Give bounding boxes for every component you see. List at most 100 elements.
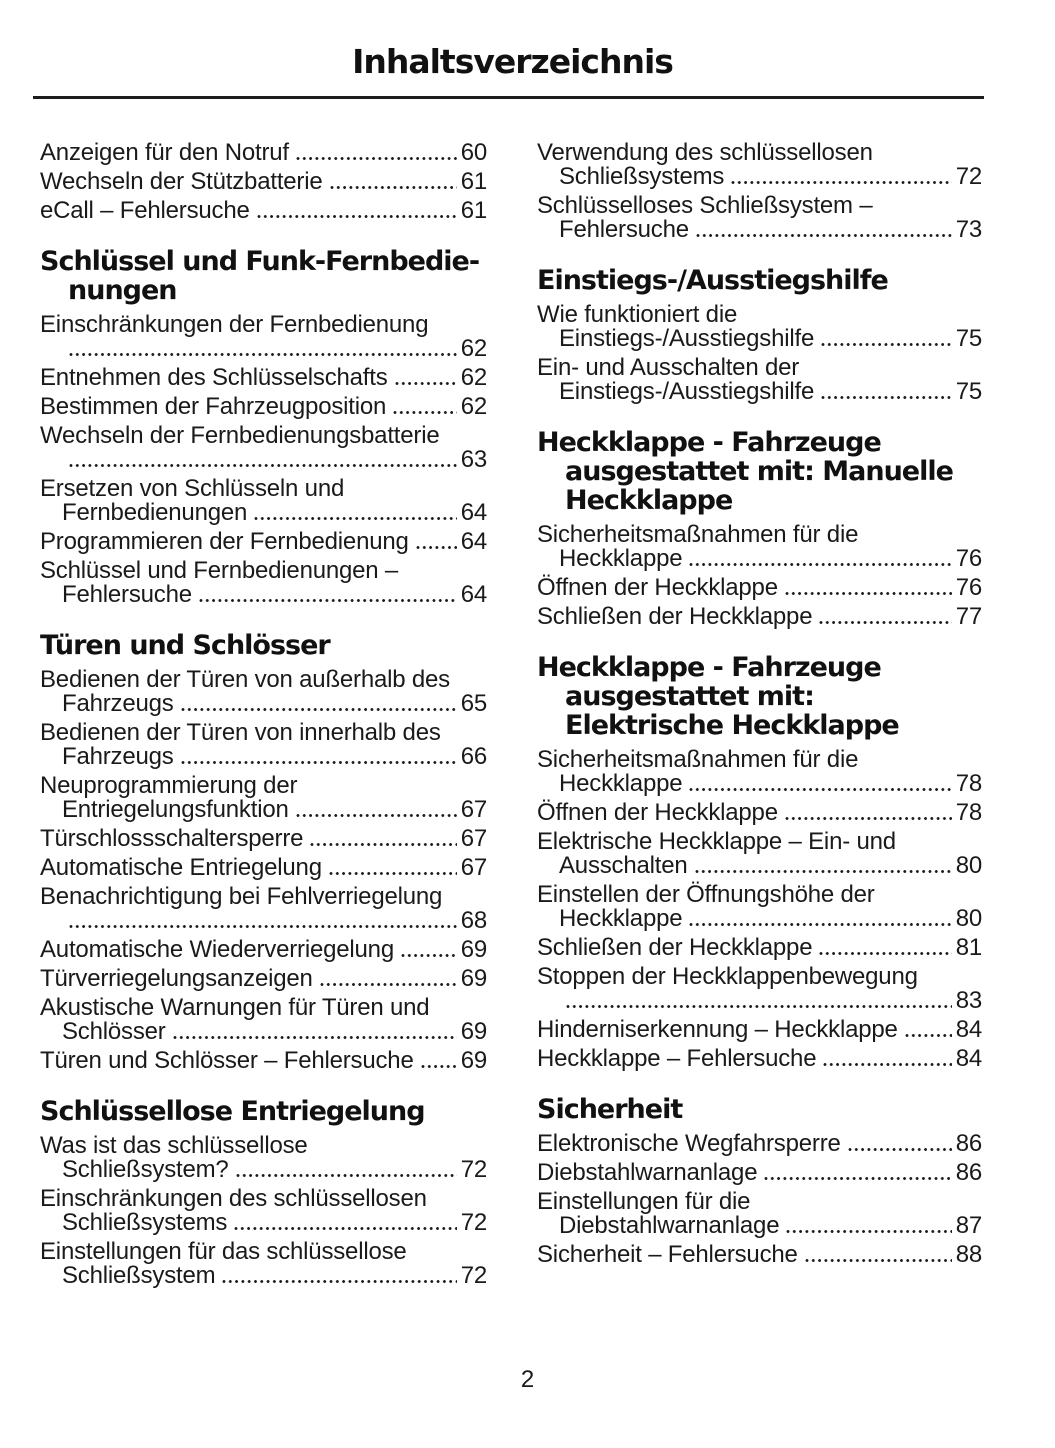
page-number: 67	[460, 825, 487, 852]
toc-entry-row: Hinderniserkennung – Heckklappe 84	[537, 1018, 982, 1042]
toc-entry-row: Elektronische Wegfahrsperre 86	[537, 1132, 982, 1156]
dot-leader	[400, 952, 457, 959]
toc-entry: Sicherheit – Fehlersuche 88	[537, 1243, 982, 1267]
toc-entry: Bestimmen der Fahrzeugposition 62	[40, 395, 487, 419]
toc-entry: Was ist das schlüssellose Schließsystem? 7…	[40, 1134, 487, 1182]
page-number: 69	[460, 965, 487, 992]
toc-entry-row: Schlösser 69	[62, 1020, 487, 1044]
section-heading-line: Einstiegs-/Ausstiegshilfe	[537, 265, 889, 296]
toc-entry-line: Akustische Warnungen für Türen und	[40, 994, 430, 1021]
toc-entry-row: Fehlersuche 64	[62, 583, 487, 607]
toc-entry-line: Verwendung des schlüssellosen	[537, 139, 873, 166]
dot-leader	[904, 1032, 952, 1039]
toc-entry-text: Heckklappe	[559, 905, 683, 932]
toc-entry-text: Einstiegs-/Ausstiegshilfe	[559, 378, 815, 405]
dot-leader	[420, 1063, 457, 1070]
toc-entry-text: Öffnen der Heckklappe	[537, 799, 778, 826]
toc-entry-text: Heckklappe – Fehlersuche	[537, 1045, 817, 1072]
dot-leader	[69, 351, 457, 358]
dot-leader	[804, 1257, 952, 1264]
toc-entry-text: Fahrzeugs	[62, 690, 174, 717]
dot-leader	[180, 706, 457, 713]
page-number: 77	[955, 603, 982, 630]
toc-entry-text: Anzeigen für den Notruf	[40, 139, 289, 166]
page-number: 72	[460, 1262, 487, 1289]
toc-column: Verwendung des schlüssellosen Schließsyst…	[537, 141, 982, 1293]
toc-entry-text: Bestimmen der Fahrzeugposition	[40, 393, 387, 420]
toc-entry-text: Automatische Entriegelung	[40, 854, 322, 881]
toc-entry-row: Schließsystem? 72	[62, 1158, 487, 1182]
dot-leader	[295, 812, 457, 819]
dot-leader	[819, 619, 952, 626]
section-heading-line: Türen und Schlösser	[40, 630, 331, 661]
toc-entry: Schließen der Heckklappe 77	[537, 605, 982, 629]
toc-entry-text: Türen und Schlösser – Fehlersuche	[40, 1047, 414, 1074]
toc-entry-row: Fehlersuche 73	[559, 218, 982, 242]
page-number: 67	[460, 854, 487, 881]
page-number: 84	[955, 1016, 982, 1043]
dot-leader	[566, 1003, 952, 1010]
toc-entry-row: Entnehmen des Schlüsselschafts 62	[40, 366, 487, 390]
page-number: 67	[460, 796, 487, 823]
dot-leader	[329, 184, 457, 191]
toc-columns: Anzeigen für den Notruf 60 Wechseln der St…	[40, 141, 982, 1293]
toc-entry: Ersetzen von Schlüsseln und Fernbedienung…	[40, 477, 487, 525]
dot-leader	[69, 462, 457, 469]
toc-entry-row: Fernbedienungen 64	[62, 501, 487, 525]
page-number: 87	[955, 1212, 982, 1239]
page-number: 75	[955, 378, 982, 405]
dot-leader	[689, 786, 952, 793]
section-heading-line: Elektrische Heckklappe	[565, 710, 900, 741]
toc-entry: Stoppen der Heckklappenbewegung 83	[537, 965, 982, 1013]
section-heading-line: ausgestattet mit:	[565, 681, 815, 712]
toc-entry-line: Wechseln der Fernbedienungsbatterie	[40, 422, 440, 449]
toc-entry-row: Wechseln der Stützbatterie 61	[40, 170, 487, 194]
dot-leader	[764, 1175, 952, 1182]
toc-entry: Einschränkungen des schlüssellosen Schlie…	[40, 1187, 487, 1235]
dot-leader	[172, 1034, 457, 1041]
toc-column: Anzeigen für den Notruf 60 Wechseln der St…	[40, 141, 487, 1293]
dot-leader	[823, 1061, 952, 1068]
section-heading-line: Heckklappe - Fahrzeuge	[537, 427, 882, 458]
dot-leader	[310, 841, 457, 848]
section-heading-line: nungen	[68, 275, 178, 306]
toc-entry-row: Schließsystems 72	[559, 165, 982, 189]
toc-entry-text: Einstiegs-/Ausstiegshilfe	[559, 325, 815, 352]
dot-leader	[393, 409, 457, 416]
section-heading-line: Heckklappe	[565, 485, 733, 516]
page-number: 62	[460, 335, 487, 362]
toc-entry-row: Einstiegs-/Ausstiegshilfe 75	[559, 327, 982, 351]
toc-entry-text: Schließsystem?	[62, 1156, 229, 1183]
toc-entry-row: Automatische Wiederverriegelung 69	[40, 938, 487, 962]
toc-entry-line: Einstellungen für die	[537, 1188, 751, 1215]
toc-entry-text: Schließen der Heckklappe	[537, 934, 813, 961]
section-heading: Türen und Schlösser	[40, 631, 487, 660]
section-heading: Heckklappe - Fahrzeuge ausgestattet mit: …	[537, 428, 982, 515]
page-number: 69	[460, 1018, 487, 1045]
toc-entry: Bedienen der Türen von außerhalb des Fahr…	[40, 668, 487, 716]
toc-entry-text: Schließsystems	[559, 163, 725, 190]
page-number: 78	[955, 770, 982, 797]
toc-entry: Sicherheitsmaßnahmen für die Heckklappe 78	[537, 748, 982, 796]
toc-entry-row: 68	[62, 909, 487, 933]
section-heading: Sicherheit	[537, 1095, 982, 1124]
toc-entry-row: Schließen der Heckklappe 77	[537, 605, 982, 629]
page-number: 69	[460, 1047, 487, 1074]
toc-entry: eCall – Fehlersuche 61	[40, 199, 487, 223]
toc-entry-row: Diebstahlwarnanlage 87	[559, 1214, 982, 1238]
toc-entry-row: Heckklappe – Fehlersuche 84	[537, 1047, 982, 1071]
dot-leader	[222, 1278, 457, 1285]
toc-entry-text: Öffnen der Heckklappe	[537, 574, 778, 601]
toc-entry-row: Anzeigen für den Notruf 60	[40, 141, 487, 165]
toc-entry-line: Was ist das schlüssellose	[40, 1132, 308, 1159]
toc-entry-text: Schließsystems	[62, 1209, 228, 1236]
toc-entry: Wechseln der Fernbedienungsbatterie 63	[40, 424, 487, 472]
toc-entry-text: Diebstahlwarnanlage	[537, 1159, 758, 1186]
toc-entry-row: Fahrzeugs 66	[62, 745, 487, 769]
toc-entry: Elektrische Heckklappe – Ein- und Ausscha…	[537, 830, 982, 878]
toc-entry: Neuprogrammierung der Entriegelungsfunkti…	[40, 774, 487, 822]
page-number: 84	[955, 1045, 982, 1072]
toc-entry-row: 83	[559, 989, 982, 1013]
toc-entry-text: Schließen der Heckklappe	[537, 603, 813, 630]
